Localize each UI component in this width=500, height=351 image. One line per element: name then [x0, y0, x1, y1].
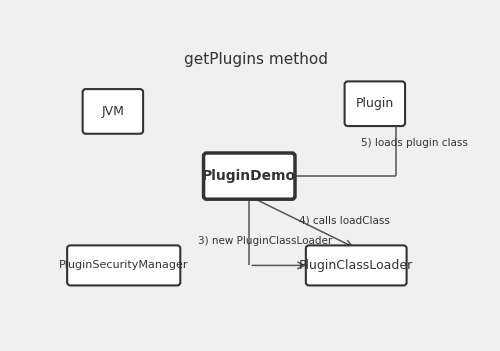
Text: getPlugins method: getPlugins method: [184, 52, 328, 67]
Text: 4) calls loadClass: 4) calls loadClass: [299, 216, 390, 225]
Text: Plugin: Plugin: [356, 97, 394, 110]
Text: 3) new PluginClassLoader: 3) new PluginClassLoader: [198, 236, 332, 246]
FancyBboxPatch shape: [67, 245, 180, 285]
Text: PluginSecurityManager: PluginSecurityManager: [59, 260, 188, 270]
Text: PluginDemo: PluginDemo: [202, 169, 296, 183]
Text: JVM: JVM: [102, 105, 124, 118]
FancyBboxPatch shape: [306, 245, 406, 285]
FancyBboxPatch shape: [344, 81, 405, 126]
Text: PluginClassLoader: PluginClassLoader: [299, 259, 414, 272]
FancyBboxPatch shape: [82, 89, 143, 134]
Text: 5) loads plugin class: 5) loads plugin class: [361, 138, 468, 148]
FancyBboxPatch shape: [204, 153, 295, 199]
